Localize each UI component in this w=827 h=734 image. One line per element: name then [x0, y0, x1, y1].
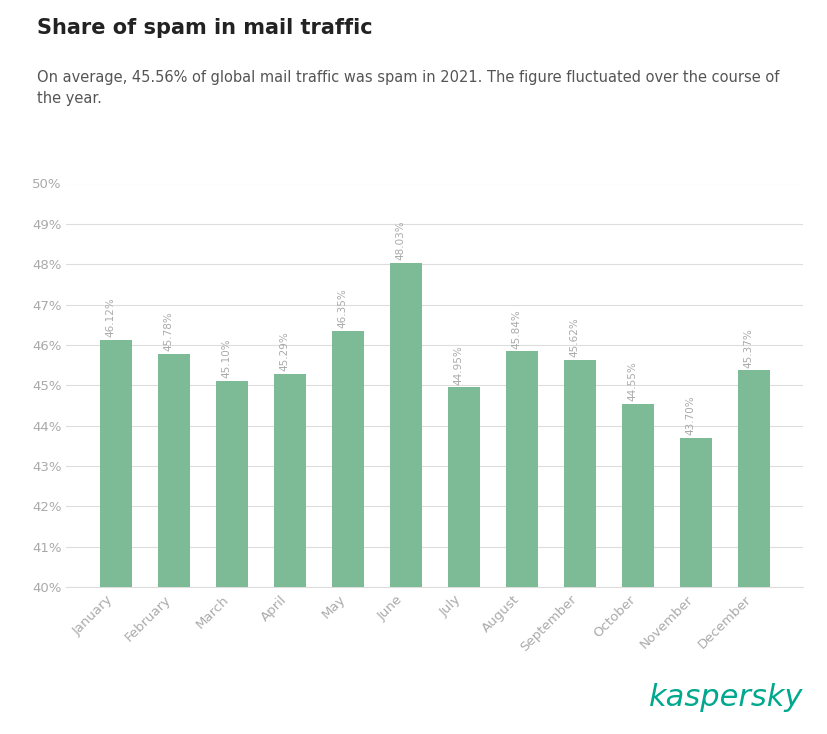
Text: Share of spam in mail traffic: Share of spam in mail traffic	[37, 18, 372, 38]
Text: 46.12%: 46.12%	[106, 297, 116, 338]
Bar	[621, 404, 653, 587]
Bar	[447, 388, 479, 587]
Text: 46.35%: 46.35%	[337, 288, 347, 328]
Bar	[505, 352, 537, 587]
Text: 44.95%: 44.95%	[453, 345, 463, 385]
Bar	[390, 263, 421, 587]
Text: 45.10%: 45.10%	[222, 339, 232, 379]
Text: 45.62%: 45.62%	[569, 318, 579, 357]
Text: 48.03%: 48.03%	[395, 221, 405, 260]
Text: On average, 45.56% of global mail traffic was spam in 2021. The figure fluctuate: On average, 45.56% of global mail traffi…	[37, 70, 779, 106]
Text: 45.78%: 45.78%	[164, 311, 174, 351]
Bar	[274, 374, 305, 587]
Bar	[679, 437, 710, 587]
Text: 44.55%: 44.55%	[627, 361, 637, 401]
Bar	[216, 381, 247, 587]
Text: 45.84%: 45.84%	[511, 309, 521, 349]
Bar	[158, 354, 189, 587]
Text: 45.29%: 45.29%	[280, 331, 289, 371]
Bar	[563, 360, 595, 587]
Bar	[99, 340, 131, 587]
Bar	[332, 331, 363, 587]
Bar	[737, 371, 769, 587]
Text: 43.70%: 43.70%	[685, 396, 695, 435]
Text: 45.37%: 45.37%	[743, 328, 753, 368]
Text: kaspersky: kaspersky	[648, 683, 802, 712]
